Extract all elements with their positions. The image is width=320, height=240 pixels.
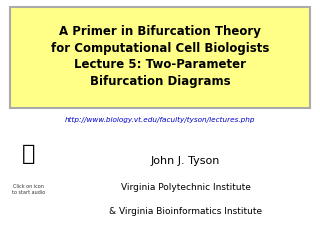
Text: John J. Tyson: John J. Tyson — [151, 156, 220, 166]
FancyBboxPatch shape — [10, 7, 310, 108]
Text: A Primer in Bifurcation Theory
for Computational Cell Biologists
Lecture 5: Two-: A Primer in Bifurcation Theory for Compu… — [51, 25, 269, 88]
Text: 🔊: 🔊 — [22, 144, 36, 164]
Text: & Virginia Bioinformatics Institute: & Virginia Bioinformatics Institute — [109, 207, 262, 216]
Text: Click on icon
to start audio: Click on icon to start audio — [12, 184, 45, 195]
Text: http://www.biology.vt.edu/faculty/tyson/lectures.php: http://www.biology.vt.edu/faculty/tyson/… — [65, 117, 255, 123]
Text: Virginia Polytechnic Institute: Virginia Polytechnic Institute — [121, 183, 251, 192]
